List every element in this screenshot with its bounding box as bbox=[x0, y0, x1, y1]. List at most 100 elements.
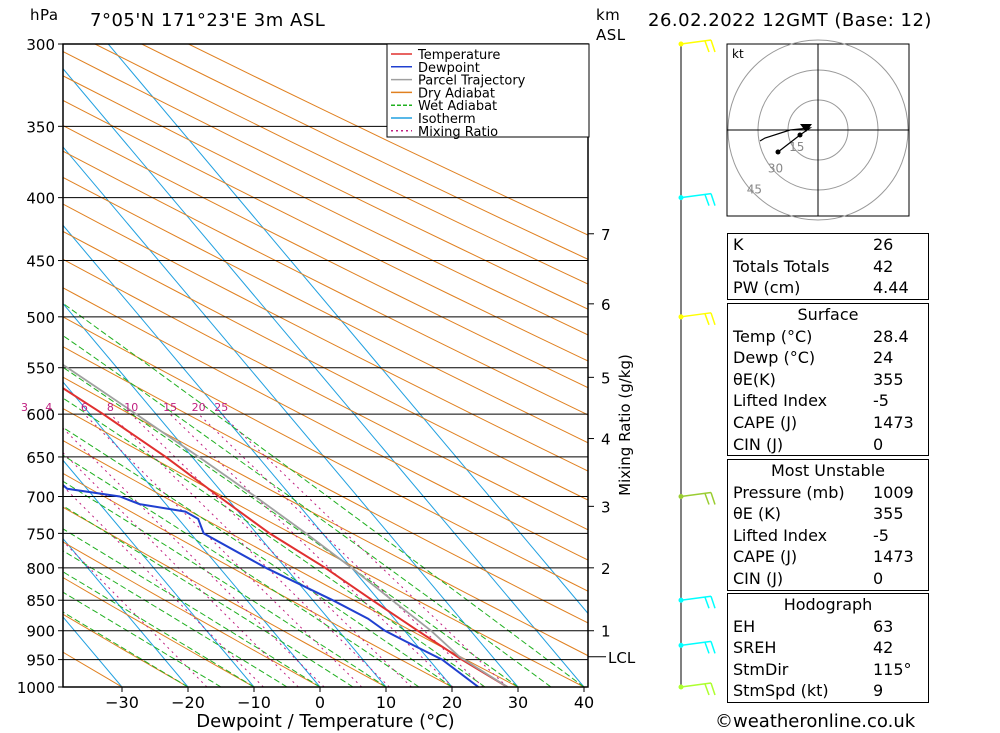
wind-barb-staff bbox=[680, 39, 712, 45]
mixing-ratio-tick-label: 4 bbox=[45, 401, 52, 414]
wet-adiabat-line bbox=[63, 366, 519, 687]
temp-tick-label: −30 bbox=[105, 693, 139, 712]
isotherm-line bbox=[63, 302, 387, 687]
dry-adiabat-line bbox=[63, 176, 588, 444]
index-label: θE(K) bbox=[733, 369, 776, 389]
wet-adiabat-line bbox=[63, 550, 288, 687]
temp-tick-label: 20 bbox=[442, 693, 462, 712]
index-label: Totals Totals bbox=[733, 256, 830, 276]
wet-adiabat-line bbox=[63, 611, 189, 687]
indices-surface-box: Surface Temp (°C) 28.4 Dewp (°C) 24 θE(K) 355 L… bbox=[727, 303, 929, 457]
wind-barb-flag bbox=[704, 683, 710, 696]
pressure-tick-label: 300 bbox=[26, 36, 55, 54]
index-label: SREH bbox=[733, 638, 777, 658]
index-value: 0 bbox=[873, 434, 884, 454]
index-value: 26 bbox=[873, 235, 894, 254]
wind-barb-flag bbox=[704, 642, 710, 654]
km-tick-label: 1 bbox=[601, 623, 611, 641]
wind-barb-flag bbox=[704, 313, 710, 326]
index-label: StmDir bbox=[733, 659, 789, 679]
isotherm-line bbox=[63, 616, 123, 687]
mixing-ratio-tick-label: 8 bbox=[107, 401, 114, 414]
index-label: Pressure (mb) bbox=[733, 482, 845, 502]
index-row: Lifted Index -5 bbox=[728, 525, 928, 547]
index-value: 355 bbox=[873, 504, 904, 524]
mixing-ratio-line bbox=[83, 413, 363, 687]
temp-tick-label: 40 bbox=[574, 693, 594, 712]
wind-barb-staff bbox=[680, 640, 712, 647]
index-value: 1473 bbox=[873, 412, 914, 432]
dry-adiabat-line bbox=[63, 613, 189, 687]
index-label: CIN (J) bbox=[733, 434, 784, 454]
index-row: Lifted Index -5 bbox=[728, 390, 928, 412]
wind-barb-flag bbox=[710, 312, 716, 326]
isotherm-line bbox=[107, 44, 588, 615]
plot-frame bbox=[62, 43, 589, 688]
pressure-tick-label: 750 bbox=[26, 525, 55, 543]
hodograph-ring-label: 30 bbox=[768, 161, 783, 175]
pressure-tick-label: 550 bbox=[26, 360, 55, 378]
index-label: Temp (°C) bbox=[733, 326, 813, 346]
index-label: CIN (J) bbox=[733, 568, 784, 588]
index-row: CAPE (J) 1473 bbox=[728, 412, 928, 434]
mixing-ratio-line bbox=[63, 427, 325, 687]
pressure-tick-label: 350 bbox=[26, 118, 55, 136]
index-section-title: Surface bbox=[797, 305, 859, 324]
wet-adiabat-line bbox=[63, 302, 585, 687]
pressure-tick-label: 450 bbox=[26, 253, 55, 271]
index-row: Dewp (°C) 24 bbox=[728, 347, 928, 369]
wind-barb-flag bbox=[704, 596, 710, 609]
index-section-title: Hodograph bbox=[783, 595, 873, 614]
index-row: CIN (J) 0 bbox=[728, 568, 928, 590]
storm-motion-arrow bbox=[800, 124, 812, 132]
mixing-ratio-tick-label: 20 bbox=[192, 401, 206, 414]
legend-label-dewpoint: Dewpoint bbox=[418, 61, 480, 76]
dry-adiabat-line bbox=[63, 150, 588, 416]
km-tick-label: 4 bbox=[601, 431, 611, 449]
wind-barb-flag bbox=[710, 641, 716, 654]
km-tick-label: 7 bbox=[601, 226, 611, 244]
index-value: 63 bbox=[873, 616, 894, 636]
legend-label-parcel: Parcel Trajectory bbox=[418, 74, 526, 89]
index-row: StmSpd (kt) 9 bbox=[728, 680, 928, 702]
dry-adiabat-line bbox=[63, 287, 588, 561]
indices-mu-box: Most Unstable Pressure (mb) 1009 θE (K) 355 L… bbox=[727, 459, 929, 591]
index-label: Dewp (°C) bbox=[733, 348, 816, 368]
index-label: θE (K) bbox=[733, 504, 781, 524]
sounding-series bbox=[63, 363, 508, 687]
pressure-tick-label: 950 bbox=[26, 652, 55, 670]
pressure-tick-label: 800 bbox=[26, 560, 55, 578]
index-label: Lifted Index bbox=[733, 525, 828, 545]
legend-box bbox=[386, 43, 590, 138]
wet-adiabat-line bbox=[63, 480, 387, 687]
height-unit-asl: ASL bbox=[596, 26, 626, 44]
lcl-label: LCL bbox=[608, 649, 636, 667]
wind-barb-flag bbox=[704, 493, 710, 505]
mixing-ratio-line bbox=[169, 413, 454, 687]
index-row: PW (cm) 4.44 bbox=[728, 277, 928, 299]
height-unit-km: km bbox=[596, 6, 621, 24]
pressure-tick-label: 400 bbox=[26, 190, 55, 208]
wind-barb-staff bbox=[680, 682, 712, 688]
wind-barbs bbox=[678, 39, 716, 696]
km-tick-label: 6 bbox=[601, 296, 611, 314]
dry-adiabat-line bbox=[94, 44, 588, 285]
temp-tick-label: 0 bbox=[315, 693, 325, 712]
index-label: EH bbox=[733, 616, 756, 636]
wet-adiabat-line bbox=[63, 571, 255, 687]
wind-barb-flag bbox=[704, 194, 710, 206]
index-value: 1473 bbox=[873, 547, 914, 567]
dry-adiabat-line bbox=[63, 541, 321, 687]
mixing-ratio-tick-label: 6 bbox=[81, 401, 88, 414]
legend-label-isotherm: Isotherm bbox=[418, 112, 476, 127]
hodograph-ring-label: 15 bbox=[789, 140, 804, 154]
wind-barb-staff bbox=[680, 192, 712, 199]
series-line-parcel-trajectory bbox=[63, 363, 508, 687]
index-value: 42 bbox=[873, 256, 894, 276]
index-row: θE (K) 355 bbox=[728, 503, 928, 525]
index-row: EH 63 bbox=[728, 616, 928, 638]
legend-label-mixing: Mixing Ratio bbox=[418, 125, 498, 140]
mixing-ratio-axis-label: Mixing Ratio (g/kg) bbox=[616, 354, 634, 496]
height-km-labels: 1 2 3 4 5 6 7 LCL bbox=[588, 226, 636, 667]
legend-label-dry: Dry Adiabat bbox=[418, 86, 495, 101]
